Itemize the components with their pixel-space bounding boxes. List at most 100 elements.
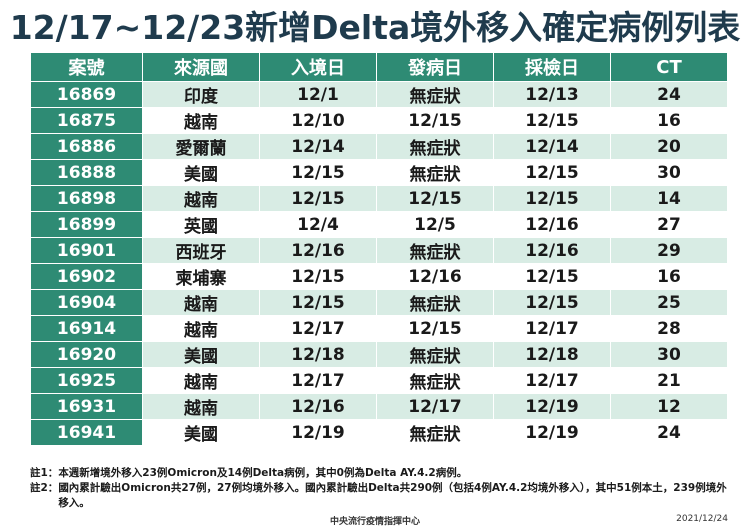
cell-sampling-date: 12/15: [493, 159, 611, 186]
note-2-text: 國內累計驗出Omicron共27例，27例均境外移入。國內累計驗出Delta共2…: [58, 482, 727, 509]
table-row: 16902 柬埔寨 12/15 12/16 12/15 16: [30, 263, 728, 290]
cell-ct-value: 14: [610, 185, 728, 212]
note-2-tag: 註2：: [30, 482, 59, 494]
table-row: 16875 越南 12/10 12/15 12/15 16: [30, 107, 728, 134]
cell-case-id: 16914: [30, 315, 143, 342]
cell-source-country: 柬埔寨: [142, 263, 260, 290]
cell-ct-value: 20: [610, 133, 728, 160]
cell-entry-date: 12/15: [259, 159, 377, 186]
table-row: 16920 美國 12/18 無症狀 12/18 30: [30, 341, 728, 368]
footer-date: 2021/12/24: [676, 514, 728, 524]
cell-ct-value: 25: [610, 289, 728, 316]
cell-source-country: 美國: [142, 341, 260, 368]
table-row: 16869 印度 12/1 無症狀 12/13 24: [30, 81, 728, 108]
note-2: 註2： 國內累計驗出Omicron共27例，27例均境外移入。國內累計驗出Del…: [30, 481, 735, 511]
cell-entry-date: 12/16: [259, 237, 377, 264]
header-case-id: 案號: [30, 52, 143, 82]
cell-onset-date: 12/15: [376, 107, 494, 134]
cell-sampling-date: 12/16: [493, 211, 611, 238]
cell-sampling-date: 12/16: [493, 237, 611, 264]
cell-source-country: 越南: [142, 367, 260, 394]
cell-entry-date: 12/18: [259, 341, 377, 368]
cell-onset-date: 無症狀: [376, 133, 494, 160]
table-row: 16941 美國 12/19 無症狀 12/19 24: [30, 419, 728, 446]
case-table: 案號 來源國 入境日 發病日 採檢日 CT 16869 印度 12/1 無症狀 12/1…: [30, 52, 728, 446]
footer-org: 中央流行疫情指揮中心: [329, 517, 420, 527]
cell-entry-date: 12/15: [259, 185, 377, 212]
cell-onset-date: 12/5: [376, 211, 494, 238]
cell-case-id: 16904: [30, 289, 143, 316]
header-onset-date: 發病日: [376, 52, 494, 82]
note-1: 註1： 本週新增境外移入23例Omicron及14例Delta病例，其中0例為D…: [30, 466, 735, 481]
table-row: 16899 英國 12/4 12/5 12/16 27: [30, 211, 728, 238]
cell-sampling-date: 12/19: [493, 393, 611, 420]
cell-case-id: 16920: [30, 341, 143, 368]
cell-entry-date: 12/17: [259, 367, 377, 394]
cell-ct-value: 28: [610, 315, 728, 342]
table-row: 16901 西班牙 12/16 無症狀 12/16 29: [30, 237, 728, 264]
header-source-country: 來源國: [142, 52, 260, 82]
cell-onset-date: 無症狀: [376, 81, 494, 108]
cell-sampling-date: 12/17: [493, 315, 611, 342]
cell-ct-value: 21: [610, 367, 728, 394]
cell-sampling-date: 12/14: [493, 133, 611, 160]
cell-case-id: 16931: [30, 393, 143, 420]
table-header-row: 案號 來源國 入境日 發病日 採檢日 CT: [30, 52, 728, 82]
cell-ct-value: 16: [610, 107, 728, 134]
cell-onset-date: 無症狀: [376, 159, 494, 186]
cell-case-id: 16875: [30, 107, 143, 134]
cell-ct-value: 24: [610, 81, 728, 108]
cell-ct-value: 29: [610, 237, 728, 264]
cell-sampling-date: 12/18: [493, 341, 611, 368]
table-row: 16886 愛爾蘭 12/14 無症狀 12/14 20: [30, 133, 728, 160]
cell-ct-value: 30: [610, 159, 728, 186]
cell-entry-date: 12/1: [259, 81, 377, 108]
cell-case-id: 16941: [30, 419, 143, 446]
cell-case-id: 16888: [30, 159, 143, 186]
cell-sampling-date: 12/17: [493, 367, 611, 394]
cell-ct-value: 12: [610, 393, 728, 420]
note-1-tag: 註1：: [30, 467, 59, 479]
page-title: 12/17~12/23新增Delta境外移入確定病例列表: [9, 8, 741, 47]
cell-entry-date: 12/19: [259, 419, 377, 446]
cell-source-country: 英國: [142, 211, 260, 238]
cell-sampling-date: 12/19: [493, 419, 611, 446]
cell-source-country: 越南: [142, 107, 260, 134]
cell-source-country: 美國: [142, 419, 260, 446]
cell-onset-date: 12/15: [376, 185, 494, 212]
table-row: 16888 美國 12/15 無症狀 12/15 30: [30, 159, 728, 186]
cell-sampling-date: 12/13: [493, 81, 611, 108]
cell-ct-value: 16: [610, 263, 728, 290]
cell-onset-date: 12/16: [376, 263, 494, 290]
cell-source-country: 美國: [142, 159, 260, 186]
table-row: 16898 越南 12/15 12/15 12/15 14: [30, 185, 728, 212]
cell-case-id: 16902: [30, 263, 143, 290]
table-row: 16931 越南 12/16 12/17 12/19 12: [30, 393, 728, 420]
table-row: 16914 越南 12/17 12/15 12/17 28: [30, 315, 728, 342]
cell-source-country: 愛爾蘭: [142, 133, 260, 160]
header-ct: CT: [610, 52, 728, 82]
cell-entry-date: 12/14: [259, 133, 377, 160]
cell-source-country: 西班牙: [142, 237, 260, 264]
cell-entry-date: 12/10: [259, 107, 377, 134]
cell-onset-date: 無症狀: [376, 237, 494, 264]
cell-source-country: 越南: [142, 185, 260, 212]
cell-case-id: 16898: [30, 185, 143, 212]
cell-entry-date: 12/17: [259, 315, 377, 342]
header-sampling-date: 採檢日: [493, 52, 611, 82]
cell-case-id: 16925: [30, 367, 143, 394]
cell-onset-date: 12/17: [376, 393, 494, 420]
cell-case-id: 16869: [30, 81, 143, 108]
cell-entry-date: 12/15: [259, 289, 377, 316]
table-row: 16925 越南 12/17 無症狀 12/17 21: [30, 367, 728, 394]
cell-source-country: 越南: [142, 289, 260, 316]
notes: 註1： 本週新增境外移入23例Omicron及14例Delta病例，其中0例為D…: [30, 466, 735, 511]
cell-ct-value: 30: [610, 341, 728, 368]
cell-onset-date: 無症狀: [376, 289, 494, 316]
cell-entry-date: 12/4: [259, 211, 377, 238]
cell-onset-date: 12/15: [376, 315, 494, 342]
cell-entry-date: 12/16: [259, 393, 377, 420]
cell-ct-value: 24: [610, 419, 728, 446]
cell-entry-date: 12/15: [259, 263, 377, 290]
cell-case-id: 16901: [30, 237, 143, 264]
